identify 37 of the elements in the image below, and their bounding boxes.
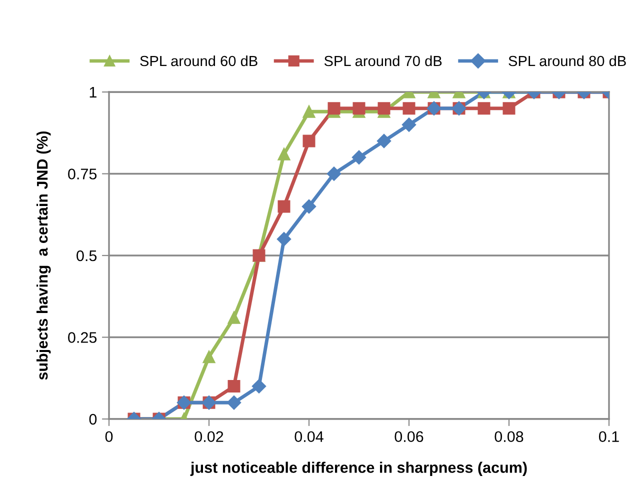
- point: [228, 311, 240, 324]
- legend-label: SPL around 80 dB: [508, 55, 626, 66]
- point: [326, 166, 342, 181]
- x-tick-label: 0.1: [598, 431, 619, 442]
- y-tick-label: 0.5: [76, 250, 97, 262]
- point: [278, 148, 290, 160]
- x-tick-label: 0: [105, 431, 113, 442]
- y-tick-label: 0.25: [68, 332, 97, 343]
- point: [352, 102, 366, 115]
- y-tick-label: 0.75: [68, 168, 97, 180]
- x-axis-title: just noticeable difference in sharpness (acum): [190, 462, 527, 476]
- point: [302, 134, 316, 148]
- point: [302, 199, 316, 214]
- point: [376, 134, 392, 148]
- legend-label: SPL around 70 dB: [324, 55, 442, 66]
- point: [502, 102, 516, 115]
- point: [278, 200, 290, 213]
- point: [352, 150, 366, 164]
- legend-label: SPL around 60 dB: [140, 55, 258, 66]
- point: [302, 105, 316, 118]
- x-tick-label: 0.04: [294, 431, 324, 442]
- y-tick-label: 1: [90, 87, 96, 98]
- x-tick-label: 0.02: [194, 431, 224, 442]
- y-tick-label: 0: [89, 414, 97, 425]
- point: [378, 102, 390, 115]
- point: [276, 232, 292, 246]
- point: [478, 102, 490, 115]
- y-axis-title: subjects having a certain JND (%): [36, 131, 51, 380]
- point: [228, 380, 240, 393]
- point: [226, 396, 242, 410]
- point: [402, 118, 416, 132]
- x-tick-label: 0.06: [394, 431, 424, 442]
- point: [252, 379, 266, 394]
- point: [328, 102, 340, 115]
- point: [202, 350, 216, 364]
- x-tick-label: 0.08: [494, 431, 524, 442]
- point: [402, 102, 416, 115]
